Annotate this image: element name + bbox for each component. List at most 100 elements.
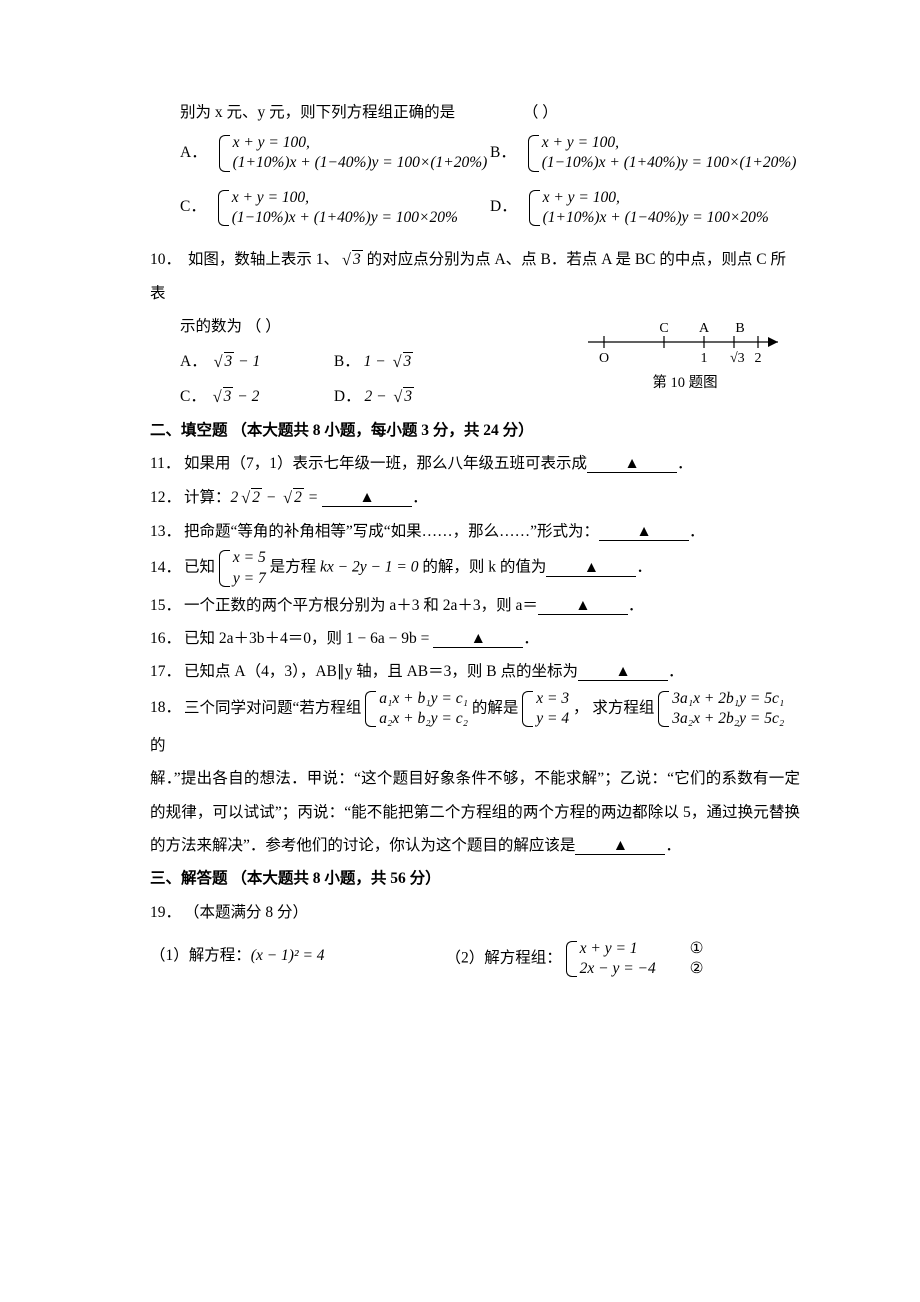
q12-eq: = xyxy=(304,489,322,506)
q9-B-label: B． xyxy=(490,144,516,161)
blank-marker: ▲ xyxy=(471,630,486,647)
sqrt-icon: 3 xyxy=(210,379,234,414)
q10-optC: C． 3 − 2 xyxy=(180,379,330,414)
q19-sys: x + y = 1① 2x − y = −4② xyxy=(566,939,704,979)
exam-page: 别为 x 元、y 元，则下列方程组正确的是 （ ） A． x + y = 100… xyxy=(0,0,920,1302)
arrow-icon xyxy=(768,337,778,347)
q10-optD: D． 2 − 3 xyxy=(334,379,484,414)
answer-blank[interactable]: ▲ xyxy=(546,559,636,577)
q9-optD: D． x + y = 100, (1+10%)x + (1−40%)y = 10… xyxy=(490,188,800,228)
q9-D-system: x + y = 100, (1+10%)x + (1−40%)y = 100×2… xyxy=(529,188,769,228)
q18-sys1: a₁x + b₁y = c₁ a₂x + b₂y = c₂ xyxy=(365,689,468,729)
q18-s1l1: a₁x + b₁y = c₁ xyxy=(379,689,468,709)
q11-text: 如果用（7，1）表示七年级一班，那么八年级五班可表示成 xyxy=(184,455,587,472)
q9-lead: 别为 x 元、y 元，则下列方程组正确的是 （ ） xyxy=(150,96,800,129)
answer-blank[interactable]: ▲ xyxy=(587,455,677,473)
q19-p2-pre: 解方程组： xyxy=(484,950,562,967)
q10-C-post: − 2 xyxy=(233,388,259,405)
q19-p1-eqn: (x − 1)² = 4 xyxy=(251,947,325,964)
q12-coef: 2 xyxy=(231,489,239,506)
sqrt-icon: 3 xyxy=(390,344,414,379)
q16: 16．已知 2a＋3b＋4＝0，则 1 − 6a − 9b = ▲． xyxy=(150,622,800,655)
q10-A-label: A． xyxy=(180,353,207,370)
q14: 14．已知 x = 5 y = 7 是方程 kx − 2y − 1 = 0 的解… xyxy=(150,548,800,588)
q9-C-label: C． xyxy=(180,198,206,215)
answer-blank[interactable]: ▲ xyxy=(538,597,628,615)
section2-head: 二、填空题 （本大题共 8 小题，每小题 3 分，共 24 分） xyxy=(150,414,800,447)
q9-D-l2: (1+10%)x + (1−40%)y = 100×20% xyxy=(543,208,769,228)
answer-blank[interactable]: ▲ xyxy=(599,523,689,541)
q19-n2: ② xyxy=(690,960,704,977)
q10-num: 10． xyxy=(150,243,184,276)
label-O: O xyxy=(599,351,609,366)
q19-head: 19．（本题满分 8 分） xyxy=(150,896,800,929)
blank-marker: ▲ xyxy=(613,837,628,854)
q19-p2-label: （2） xyxy=(445,950,484,967)
q10-D-pre: 2 − xyxy=(364,388,390,405)
q18-s3l1: 3a₁x + 2b₁y = 5c₁ xyxy=(672,689,784,709)
q19-sys-row2: 2x − y = −4② xyxy=(580,959,704,979)
label-B: B xyxy=(735,321,744,336)
answer-blank[interactable]: ▲ xyxy=(578,663,668,681)
q18-pre: 三个同学对问题“若方程组 xyxy=(184,699,361,716)
blank-marker: ▲ xyxy=(584,559,599,576)
q10-figure: O C A B 1 √3 2 第 10 题图 xyxy=(570,314,800,393)
q9-D-l1: x + y = 100, xyxy=(543,188,769,208)
q18-line1: 18．三个同学对问题“若方程组 a₁x + b₁y = c₁ a₂x + b₂y… xyxy=(150,689,800,763)
q14-post: 的解，则 k 的值为 xyxy=(419,559,547,576)
q9-C-l2: (1−10%)x + (1+40%)y = 100×20% xyxy=(232,208,458,228)
section3-head: 三、解答题 （本大题共 8 小题，共 56 分） xyxy=(150,862,800,895)
q9-optB: B． x + y = 100, (1−10%)x + (1+40%)y = 10… xyxy=(490,133,800,173)
q9-C-l1: x + y = 100, xyxy=(232,188,458,208)
q9-A-l2: (1+10%)x + (1−40%)y = 100×(1+20%) xyxy=(233,153,488,173)
blank-marker: ▲ xyxy=(575,597,590,614)
blank-marker: ▲ xyxy=(636,523,651,540)
q15-num: 15． xyxy=(150,589,184,622)
sqrt-icon: 3 xyxy=(390,379,414,414)
q11-num: 11． xyxy=(150,447,184,480)
q10-C-sqrt: 3 xyxy=(223,387,234,405)
q11: 11．如果用（7，1）表示七年级一班，那么八年级五班可表示成 ▲ ． xyxy=(150,447,800,480)
q18-num: 18． xyxy=(150,691,184,724)
q18-mid1: 的解是 xyxy=(472,699,522,716)
q12-mid: − xyxy=(262,489,280,506)
label-1: 1 xyxy=(701,351,708,366)
q10-A-sqrt: 3 xyxy=(224,352,235,370)
q12: 12．计算：22 − 2 = ▲． xyxy=(150,480,800,515)
q9-B-l1: x + y = 100, xyxy=(542,133,797,153)
q15-tail: ． xyxy=(628,597,644,614)
figure-caption: 第 10 题图 xyxy=(570,374,800,393)
q18-mid2: ， 求方程组 xyxy=(573,699,654,716)
q18-sys2: x = 3 y = 4 xyxy=(522,689,569,729)
blank-marker: ▲ xyxy=(615,663,630,680)
q9-optA: A． x + y = 100, (1+10%)x + (1−40%)y = 10… xyxy=(180,133,490,173)
q15: 15．一个正数的两个平方根分别为 a＋3 和 2a＋3，则 a＝▲． xyxy=(150,589,800,622)
q9-C-system: x + y = 100, (1−10%)x + (1+40%)y = 100×2… xyxy=(218,188,458,228)
q12-num: 12． xyxy=(150,481,184,514)
q10-line2-text: 示的数为 （ ） xyxy=(180,318,281,335)
q14-mid: 是方程 xyxy=(270,559,320,576)
blank-marker: ▲ xyxy=(359,489,374,506)
q19-parts: （1）解方程：(x − 1)² = 4 （2）解方程组： x + y = 1① … xyxy=(150,939,800,979)
q13-num: 13． xyxy=(150,515,184,548)
answer-blank[interactable]: ▲ xyxy=(433,630,523,648)
q19-s-l2: 2x − y = −4 xyxy=(580,959,690,979)
q14-eqn: kx − 2y − 1 = 0 xyxy=(320,559,419,576)
q19-p1-pre: 解方程： xyxy=(189,947,251,964)
answer-blank[interactable]: ▲ xyxy=(322,489,412,507)
q18-tail: ． xyxy=(665,837,681,854)
q14-system: x = 5 y = 7 xyxy=(219,548,266,588)
blank-marker: ▲ xyxy=(624,455,639,472)
q19-num: 19． xyxy=(150,896,184,929)
q9-row2: C． x + y = 100, (1−10%)x + (1+40%)y = 10… xyxy=(180,188,800,228)
answer-blank[interactable]: ▲ xyxy=(575,837,665,855)
q14-tail: ． xyxy=(636,559,652,576)
q9-lead-text: 别为 x 元、y 元，则下列方程组正确的是 xyxy=(180,104,455,121)
q10-optA: A． 3 − 1 xyxy=(180,344,330,379)
q10-B-label: B． xyxy=(334,353,360,370)
q11-tail: ． xyxy=(677,455,693,472)
q12-s2: 2 xyxy=(293,488,304,506)
q17-tail: ． xyxy=(668,663,684,680)
q10-D-sqrt: 3 xyxy=(403,387,414,405)
q19-p1-label: （1） xyxy=(150,947,189,964)
